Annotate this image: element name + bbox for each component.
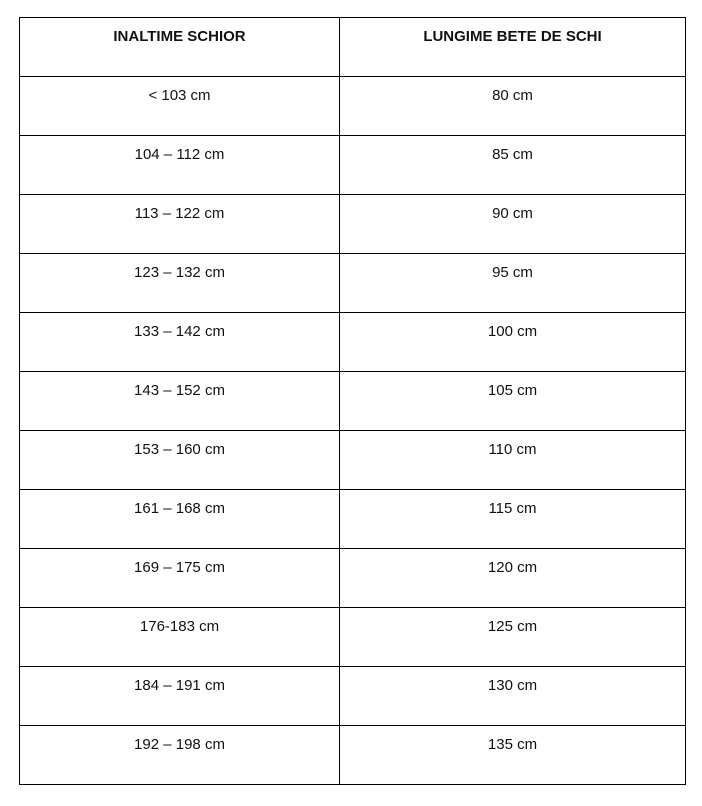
cell-text: 130 cm bbox=[487, 677, 538, 694]
table-row: 104 – 112 cm 85 cm bbox=[19, 135, 686, 195]
table-row: 153 – 160 cm 110 cm bbox=[19, 430, 686, 490]
cell-text: 85 cm bbox=[492, 146, 533, 163]
cell-text: 135 cm bbox=[487, 736, 538, 753]
cell-text: 161 – 168 cm bbox=[134, 500, 225, 517]
table-cell: 125 cm bbox=[339, 607, 686, 667]
cell-text: 143 – 152 cm bbox=[134, 382, 225, 399]
cell-text: 110 cm bbox=[488, 441, 537, 458]
table-cell: 80 cm bbox=[339, 76, 686, 136]
table-cell: 113 – 122 cm bbox=[19, 194, 340, 254]
cell-text: INALTIME SCHIOR bbox=[113, 28, 246, 45]
table-cell: 133 – 142 cm bbox=[19, 312, 340, 372]
table-row: 133 – 142 cm 100 cm bbox=[19, 312, 686, 372]
table-cell: LUNGIME BETE DE SCHI bbox=[339, 17, 686, 77]
table-cell: 169 – 175 cm bbox=[19, 548, 340, 608]
cell-text: 80 cm bbox=[492, 87, 533, 104]
table-row: 123 – 132 cm 95 cm bbox=[19, 253, 686, 313]
table-row: 143 – 152 cm 105 cm bbox=[19, 371, 686, 431]
cell-text: 125 cm bbox=[487, 618, 538, 635]
table-cell: 123 – 132 cm bbox=[19, 253, 340, 313]
cell-text: 184 – 191 cm bbox=[134, 677, 225, 694]
cell-text: 176-183 cm bbox=[139, 618, 220, 635]
table-cell: 130 cm bbox=[339, 666, 686, 726]
table-cell: 184 – 191 cm bbox=[19, 666, 340, 726]
table-cell: 161 – 168 cm bbox=[19, 489, 340, 549]
table-cell: 143 – 152 cm bbox=[19, 371, 340, 431]
cell-text: LUNGIME BETE DE SCHI bbox=[423, 28, 602, 45]
table-row: 113 – 122 cm 90 cm bbox=[19, 194, 686, 254]
cell-text: < 103 cm bbox=[148, 87, 211, 104]
table-row: 184 – 191 cm 130 cm bbox=[19, 666, 686, 726]
cell-text: 169 – 175 cm bbox=[134, 559, 225, 576]
table-cell: 104 – 112 cm bbox=[19, 135, 340, 195]
cell-text: 100 cm bbox=[487, 323, 538, 340]
cell-text: 105 cm bbox=[487, 382, 538, 399]
table-body: INALTIME SCHIOR LUNGIME BETE DE SCHI < 103… bbox=[19, 17, 686, 785]
table-row: 192 – 198 cm 135 cm bbox=[19, 725, 686, 785]
table-cell: INALTIME SCHIOR bbox=[19, 17, 340, 77]
cell-text: 95 cm bbox=[492, 264, 533, 281]
cell-text: 115 cm bbox=[488, 500, 537, 517]
table-row: 176-183 cm 125 cm bbox=[19, 607, 686, 667]
cell-text: 123 – 132 cm bbox=[134, 264, 225, 281]
table-cell: 105 cm bbox=[339, 371, 686, 431]
table-cell: 192 – 198 cm bbox=[19, 725, 340, 785]
table-cell: 115 cm bbox=[339, 489, 686, 549]
table-cell: 110 cm bbox=[339, 430, 686, 490]
cell-text: 153 – 160 cm bbox=[134, 441, 225, 458]
table-cell: 153 – 160 cm bbox=[19, 430, 340, 490]
table-row: 169 – 175 cm 120 cm bbox=[19, 548, 686, 608]
cell-text: 133 – 142 cm bbox=[134, 323, 225, 340]
cell-text: 113 – 122 cm bbox=[134, 205, 225, 222]
cell-text: 90 cm bbox=[492, 205, 533, 222]
table-row: 161 – 168 cm 115 cm bbox=[19, 489, 686, 549]
cell-text: 104 – 112 cm bbox=[134, 146, 225, 163]
table-cell: 90 cm bbox=[339, 194, 686, 254]
table-cell: < 103 cm bbox=[19, 76, 340, 136]
table-cell: 120 cm bbox=[339, 548, 686, 608]
cell-text: 120 cm bbox=[487, 559, 538, 576]
table-row: < 103 cm 80 cm bbox=[19, 76, 686, 136]
table-cell: 95 cm bbox=[339, 253, 686, 313]
header-row: INALTIME SCHIOR LUNGIME BETE DE SCHI bbox=[19, 17, 686, 77]
table-cell: 100 cm bbox=[339, 312, 686, 372]
table-cell: 176-183 cm bbox=[19, 607, 340, 667]
cell-text: 192 – 198 cm bbox=[134, 736, 225, 753]
table-cell: 135 cm bbox=[339, 725, 686, 785]
data-table: INALTIME SCHIOR LUNGIME BETE DE SCHI < 103… bbox=[19, 17, 686, 785]
table-cell: 85 cm bbox=[339, 135, 686, 195]
